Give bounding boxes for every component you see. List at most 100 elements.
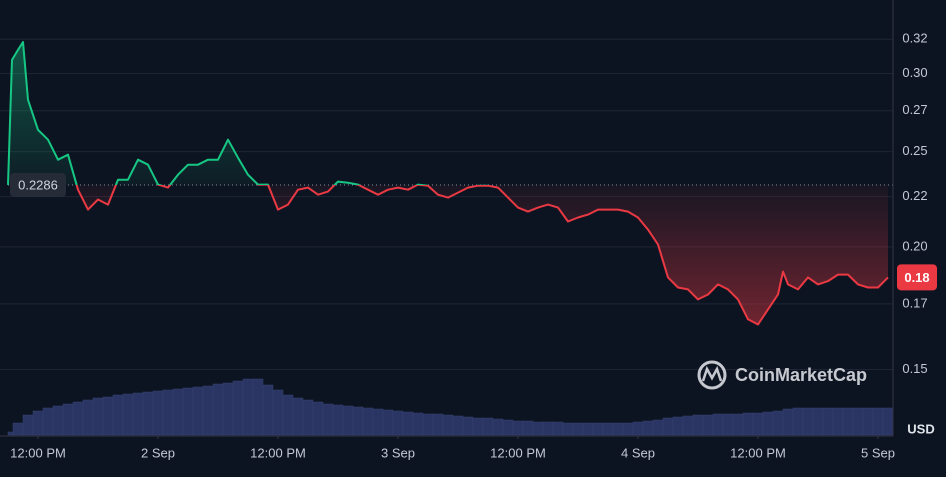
watermark-text: CoinMarketCap bbox=[735, 365, 867, 385]
volume-bar bbox=[202, 385, 214, 436]
volume-bar bbox=[522, 420, 534, 436]
volume-bar bbox=[452, 415, 464, 436]
volume-bar bbox=[842, 407, 854, 436]
y-tick-label: 0.22 bbox=[902, 188, 927, 203]
volume-bar bbox=[82, 399, 94, 436]
volume-bar bbox=[562, 422, 574, 436]
volume-bar bbox=[872, 407, 884, 436]
x-tick-label: 12:00 PM bbox=[10, 445, 66, 460]
volume-bar bbox=[742, 412, 754, 436]
volume-bar bbox=[862, 407, 874, 436]
volume-bar bbox=[122, 393, 134, 436]
volume-bar bbox=[272, 389, 284, 436]
volume-bar bbox=[132, 392, 144, 436]
volume-bar bbox=[152, 390, 164, 436]
volume-bar bbox=[792, 407, 804, 436]
volume-bar bbox=[372, 408, 384, 436]
volume-bar bbox=[442, 414, 454, 436]
volume-bar bbox=[422, 413, 434, 436]
volume-bar bbox=[142, 391, 154, 436]
volume-bar bbox=[112, 394, 124, 436]
volume-bar bbox=[72, 401, 84, 436]
volume-bar bbox=[462, 416, 474, 436]
volume-bar bbox=[322, 403, 334, 436]
volume-bar bbox=[692, 414, 704, 436]
volume-bar bbox=[602, 422, 614, 436]
volume-bar bbox=[492, 418, 504, 436]
current-price-box bbox=[897, 264, 937, 291]
volume-bar bbox=[212, 383, 224, 436]
volume-bar bbox=[22, 414, 34, 436]
volume-bar bbox=[672, 416, 684, 436]
volume-bar bbox=[402, 411, 414, 436]
volume-bar bbox=[682, 415, 694, 436]
volume-bar bbox=[192, 386, 204, 436]
volume-bar bbox=[42, 407, 54, 436]
volume-bar bbox=[62, 403, 74, 436]
y-tick-label: 0.17 bbox=[902, 295, 927, 310]
volume-bar bbox=[222, 382, 234, 436]
volume-bar bbox=[732, 413, 744, 436]
volume-bar bbox=[432, 413, 444, 436]
logo bbox=[697, 360, 727, 390]
x-tick-label: 12:00 PM bbox=[250, 445, 306, 460]
price-line bbox=[7, 41, 889, 326]
x-tick-label: 2 Sep bbox=[141, 445, 175, 460]
volume-bar bbox=[762, 411, 774, 436]
volume-bar bbox=[802, 407, 814, 436]
x-tick-label: 12:00 PM bbox=[490, 445, 546, 460]
volume-bar bbox=[662, 417, 674, 436]
volume-bar bbox=[652, 419, 664, 436]
volume-bar bbox=[512, 420, 524, 436]
volume-bar bbox=[772, 410, 784, 436]
logo-mark bbox=[701, 365, 723, 382]
volume-bar bbox=[12, 422, 24, 436]
volume-bar bbox=[482, 417, 494, 436]
volume-bar bbox=[412, 412, 424, 436]
volume-bar bbox=[7, 431, 14, 436]
current-price-label: 0.18 bbox=[904, 270, 929, 285]
volume-bar bbox=[782, 408, 794, 436]
volume-bar bbox=[702, 414, 714, 436]
volume-bar bbox=[472, 417, 484, 436]
volume-bar bbox=[832, 407, 844, 436]
volume-bar bbox=[852, 407, 864, 436]
volume-bar bbox=[32, 410, 44, 436]
volume-bar bbox=[352, 406, 364, 436]
volume-bar bbox=[752, 412, 764, 436]
baseline-label: 0.2286 bbox=[18, 177, 58, 192]
volume-bar bbox=[622, 422, 634, 436]
volume-bar bbox=[572, 422, 584, 436]
y-tick-label: 0.27 bbox=[902, 102, 927, 117]
volume-bar bbox=[822, 407, 834, 436]
volume-bar bbox=[52, 405, 64, 436]
y-tick-label: 0.32 bbox=[902, 31, 927, 46]
volume-bar bbox=[552, 421, 564, 436]
volume-bar bbox=[242, 378, 254, 436]
volume-bar bbox=[532, 421, 544, 436]
volume-bar bbox=[232, 380, 244, 436]
y-tick-label: 0.15 bbox=[902, 361, 927, 376]
volume-bar bbox=[382, 409, 394, 436]
y-tick-label: 0.25 bbox=[902, 143, 927, 158]
volume-bar bbox=[252, 378, 264, 436]
volume-bar bbox=[542, 421, 554, 436]
volume-bar bbox=[182, 387, 194, 436]
volume-bar bbox=[302, 399, 314, 436]
volume-bar bbox=[292, 397, 304, 436]
y-tick-label: 0.30 bbox=[902, 65, 927, 80]
volume-bar bbox=[282, 394, 294, 436]
volume-bar bbox=[712, 413, 724, 436]
y-unit: USD bbox=[907, 421, 934, 436]
volume-bar bbox=[502, 419, 514, 436]
volume-bar bbox=[362, 407, 374, 436]
baseline-label-box bbox=[10, 172, 66, 197]
volume-bar bbox=[102, 396, 114, 436]
x-tick-label: 4 Sep bbox=[621, 445, 655, 460]
watermark: CoinMarketCap bbox=[697, 360, 867, 390]
volume-bar bbox=[92, 397, 104, 436]
volume-bar bbox=[582, 422, 594, 436]
volume-bar bbox=[172, 388, 184, 436]
volume-bar bbox=[162, 389, 174, 436]
